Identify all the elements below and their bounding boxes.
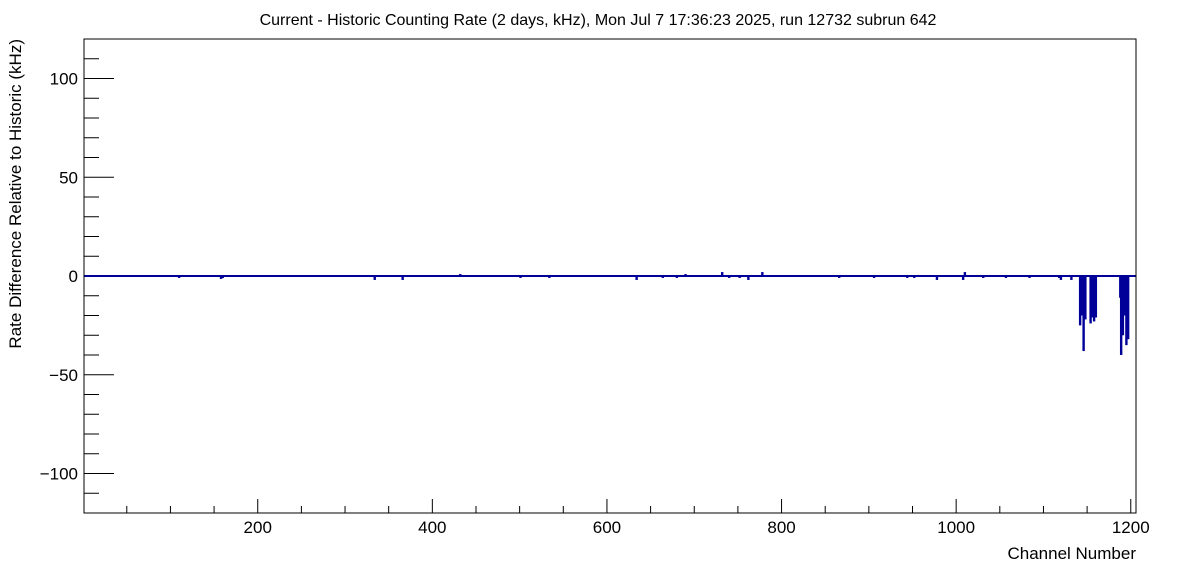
channel-bar	[1070, 276, 1073, 280]
channel-bar	[761, 272, 764, 276]
channel-bar	[401, 276, 404, 280]
channel-bar	[1059, 276, 1063, 280]
y-tick-label: 0	[69, 267, 78, 286]
channel-bar	[1080, 276, 1084, 316]
x-tick-label: 800	[767, 518, 795, 537]
x-tick-label: 400	[418, 518, 446, 537]
x-tick-label: 1200	[1112, 518, 1150, 537]
channel-bar	[1121, 276, 1125, 336]
channel-bar	[1089, 276, 1092, 324]
channel-bar	[219, 276, 223, 279]
channel-bar	[720, 272, 724, 276]
channel-bar	[747, 276, 750, 280]
y-tick-label: 50	[59, 168, 78, 187]
channel-bar	[1123, 276, 1126, 316]
chart-title: Current - Historic Counting Rate (2 days…	[260, 12, 937, 29]
x-tick-label: 600	[593, 518, 621, 537]
plot-frame	[83, 38, 1137, 514]
x-tick-label: 200	[244, 518, 272, 537]
channel-bar	[963, 272, 967, 276]
y-tick-label: 100	[50, 70, 78, 89]
channel-bar	[1082, 276, 1085, 352]
channel-bar	[1091, 276, 1094, 318]
y-tick-label: −100	[40, 465, 78, 484]
channel-bar	[1094, 276, 1098, 318]
channel-bar	[373, 276, 376, 280]
channel-bar	[1092, 276, 1096, 322]
channel-bar	[1125, 276, 1128, 346]
channel-bar	[961, 276, 965, 280]
x-tick-label: 1000	[937, 518, 975, 537]
channel-bar	[635, 276, 638, 280]
y-axis-label: Rate Difference Relative to Historic (kH…	[6, 39, 25, 349]
channel-bar	[1084, 276, 1087, 320]
x-axis-label: Channel Number	[1007, 544, 1136, 563]
channel-bar	[1126, 276, 1130, 340]
channel-bar	[935, 276, 939, 280]
y-tick-label: −50	[49, 366, 78, 385]
channel-bar	[1119, 276, 1123, 355]
channel-bar	[1078, 276, 1082, 326]
